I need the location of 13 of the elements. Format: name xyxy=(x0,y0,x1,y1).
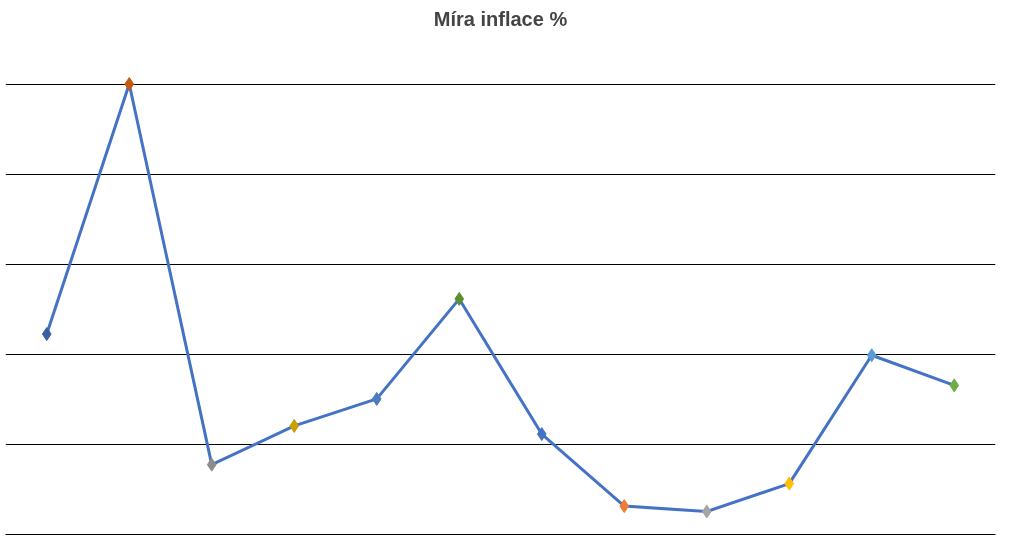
point xyxy=(784,476,795,491)
point xyxy=(536,427,547,442)
point xyxy=(206,457,217,472)
point xyxy=(124,77,135,92)
point xyxy=(866,348,877,363)
point xyxy=(619,499,630,514)
point xyxy=(701,504,712,519)
chart-title: Míra inflace % xyxy=(433,7,568,30)
point xyxy=(41,327,52,342)
point xyxy=(454,291,465,306)
point xyxy=(949,378,960,393)
point xyxy=(371,391,382,406)
point xyxy=(289,418,300,433)
